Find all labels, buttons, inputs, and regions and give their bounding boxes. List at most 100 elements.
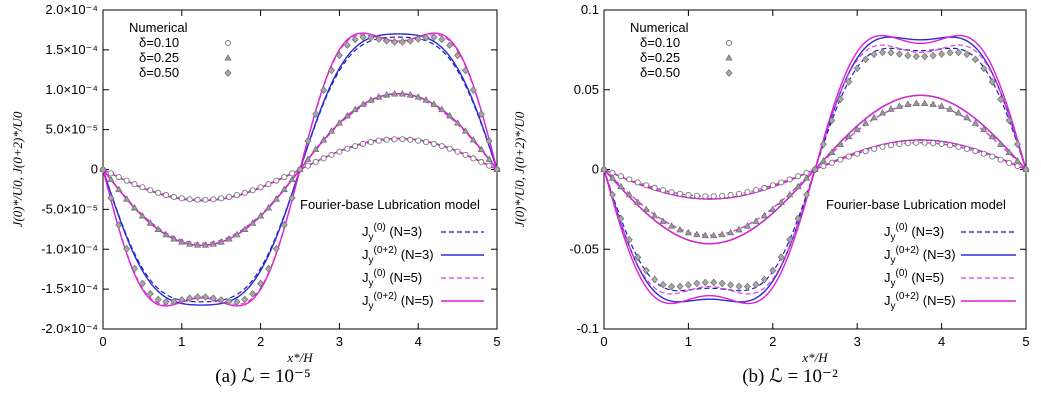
data-point-case-3 — [684, 281, 692, 289]
data-point-case-1 — [634, 179, 641, 186]
data-point-case-2 — [727, 228, 735, 236]
data-point-case-2 — [446, 111, 454, 119]
data-point-case-3 — [186, 294, 194, 302]
data-point-case-2 — [272, 195, 280, 202]
data-point-case-1 — [462, 151, 469, 158]
data-point-case-3 — [398, 38, 406, 46]
data-point-case-2 — [107, 175, 115, 183]
data-point-case-3 — [304, 137, 312, 145]
data-point-case-1 — [162, 192, 170, 199]
data-point-case-1 — [407, 136, 414, 143]
data-point-case-2 — [422, 96, 430, 103]
data-point-case-3 — [123, 245, 131, 253]
data-point-case-3 — [895, 50, 903, 58]
data-point-case-1 — [281, 173, 288, 181]
legend-case-label: δ=0.10 — [640, 35, 680, 50]
data-point-case-2 — [383, 90, 391, 98]
data-point-case-3 — [272, 245, 280, 253]
data-point-case-3 — [438, 35, 446, 44]
data-point-case-1 — [430, 140, 438, 147]
legend-case-marker — [725, 69, 733, 77]
y-tick-label: -0.05 — [569, 241, 599, 256]
data-point-case-3 — [280, 221, 288, 229]
data-point-case-1 — [828, 159, 835, 166]
data-point-case-1 — [123, 177, 130, 184]
data-point-case-1 — [131, 181, 138, 188]
legend-series-sub: y — [369, 301, 374, 312]
data-point-case-1 — [989, 153, 996, 160]
data-point-case-3 — [963, 50, 971, 59]
data-point-case-1 — [336, 148, 343, 155]
data-point-case-1 — [194, 196, 201, 203]
data-point-case-2 — [667, 222, 676, 229]
data-point-case-2 — [988, 132, 996, 140]
data-point-case-3 — [651, 275, 659, 284]
data-point-case-1 — [383, 136, 390, 143]
data-point-case-3 — [241, 295, 249, 304]
data-point-case-3 — [446, 41, 454, 50]
data-point-case-1 — [676, 190, 684, 197]
data-point-case-1 — [963, 145, 970, 152]
legend-numerical-title: Numerical — [630, 20, 689, 35]
x-tick-label: 2 — [769, 334, 776, 349]
data-point-case-1 — [241, 189, 248, 196]
data-point-case-3 — [760, 275, 768, 284]
data-point-case-1 — [879, 143, 886, 150]
data-point-case-2 — [359, 100, 367, 107]
data-point-case-1 — [210, 196, 217, 203]
data-point-case-1 — [955, 143, 962, 150]
data-point-case-1 — [218, 195, 225, 202]
data-point-case-2 — [853, 125, 861, 133]
data-point-case-1 — [778, 179, 785, 186]
y-tick-label: -0.1 — [577, 321, 599, 336]
data-point-case-3 — [634, 253, 642, 262]
data-point-case-3 — [887, 48, 895, 57]
data-point-case-3 — [811, 165, 819, 174]
data-point-case-3 — [752, 280, 760, 289]
data-point-case-2 — [862, 119, 870, 126]
data-point-case-1 — [710, 193, 717, 200]
legend-series-tail: (N=5) — [919, 293, 955, 308]
data-point-case-3 — [209, 294, 217, 302]
data-point-case-2 — [154, 225, 162, 233]
data-point-case-1 — [139, 184, 146, 191]
data-point-case-2 — [971, 119, 979, 126]
data-point-case-2 — [477, 145, 485, 153]
data-point-case-2 — [390, 89, 399, 97]
y-axis-label: J(0)*/U0, J(0+2)*/U0 — [512, 111, 527, 227]
data-point-case-3 — [146, 289, 154, 298]
legend-series-sub: y — [369, 278, 374, 289]
legend-series-tail: (N=3) — [386, 224, 422, 239]
legend-series-sup: (0) — [374, 268, 386, 279]
data-point-case-3 — [676, 282, 684, 291]
data-point-case-3 — [803, 190, 811, 199]
data-point-case-1 — [344, 145, 351, 152]
panel-caption: (b) ℒ = 10⁻² — [742, 366, 838, 387]
data-point-case-2 — [777, 198, 785, 205]
data-point-case-2 — [485, 155, 493, 162]
data-point-case-2 — [921, 99, 929, 106]
data-point-case-2 — [828, 148, 836, 155]
data-point-case-2 — [146, 219, 154, 226]
data-point-case-1 — [1014, 163, 1021, 170]
data-point-case-3 — [414, 35, 422, 43]
x-tick-label: 0 — [99, 334, 106, 349]
legend-series-sup: (0+2) — [896, 291, 920, 302]
data-point-case-3 — [955, 48, 962, 57]
numerical-markers — [600, 39, 1030, 291]
x-tick-label: 5 — [493, 334, 500, 349]
legend-model-title: Fourier-base Lubrication model — [300, 197, 480, 212]
data-point-case-3 — [912, 52, 920, 61]
x-tick-label: 0 — [600, 334, 607, 349]
legend-model-title: Fourier-base Lubrication model — [826, 197, 1006, 212]
data-point-case-3 — [367, 33, 375, 42]
data-point-case-2 — [138, 212, 146, 219]
data-point-case-2 — [438, 105, 446, 113]
legend-series-tail: (N=3) — [908, 224, 944, 239]
data-point-case-2 — [710, 231, 718, 239]
data-point-case-2 — [769, 205, 777, 212]
data-point-case-2 — [701, 231, 709, 239]
data-point-case-3 — [769, 266, 777, 275]
data-point-case-2 — [642, 205, 650, 212]
